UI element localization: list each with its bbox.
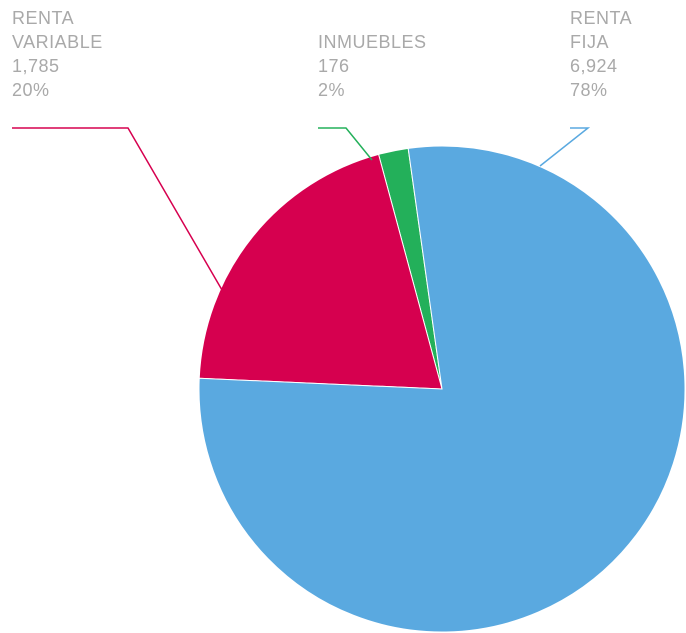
leader-line (318, 127, 373, 161)
category-label: INMUEBLES (318, 32, 427, 52)
leader-line (12, 127, 223, 291)
leader-line (539, 127, 591, 167)
slice-label: INMUEBLES 176 2% (318, 30, 478, 102)
value-label: 1,785 (12, 56, 60, 76)
value-label: 6,924 (570, 56, 618, 76)
slice-label: RENTA VARIABLE 1,785 20% (12, 6, 137, 102)
percent-label: 78% (570, 80, 608, 100)
value-label: 176 (318, 56, 350, 76)
pie-slice (198, 153, 443, 390)
pie-slice (198, 145, 686, 633)
percent-label: 2% (318, 80, 346, 100)
percent-label: 20% (12, 80, 50, 100)
category-label: RENTA VARIABLE (12, 8, 103, 52)
slice-label: RENTA FIJA 6,924 78% (570, 6, 640, 102)
category-label: RENTA FIJA (570, 8, 632, 52)
